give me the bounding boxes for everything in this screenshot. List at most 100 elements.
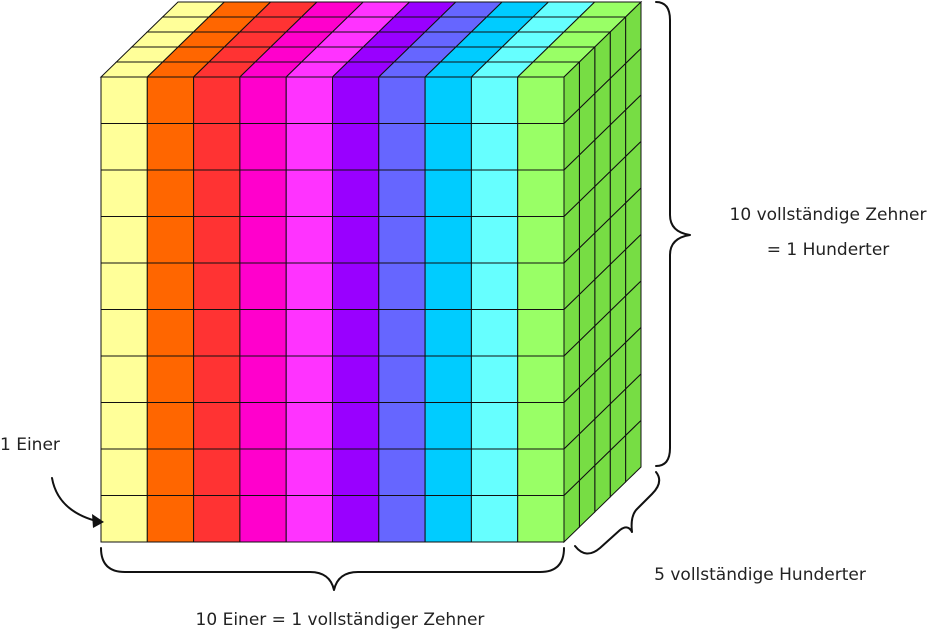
front-cell <box>146 355 195 403</box>
front-cell <box>517 76 565 124</box>
front-cell <box>517 309 565 357</box>
front-cell <box>332 355 380 403</box>
front-cell <box>517 123 565 171</box>
front-cell <box>332 76 380 124</box>
front-cell <box>332 216 380 264</box>
front-cell <box>424 448 472 496</box>
front-cell <box>100 123 148 171</box>
front-cell <box>470 355 519 403</box>
front-cell <box>378 448 426 496</box>
arrow-head <box>92 514 104 528</box>
cube <box>99 0 643 544</box>
front-cell <box>146 262 195 310</box>
front-cell <box>146 402 195 450</box>
front-cell <box>100 169 148 217</box>
front-cell <box>378 123 426 171</box>
front-cell <box>100 402 148 450</box>
front-cell <box>193 169 241 217</box>
front-cell <box>378 355 426 403</box>
front-cell <box>424 309 472 357</box>
front-cell <box>517 355 565 403</box>
front-cell <box>332 262 380 310</box>
front-cell <box>332 495 380 543</box>
front-cell <box>332 169 380 217</box>
unit-label: 1 Einer <box>0 435 60 455</box>
front-cell <box>239 169 287 217</box>
front-cell <box>285 216 333 264</box>
front-cell <box>285 262 333 310</box>
front-cell <box>239 123 287 171</box>
front-cell <box>470 216 519 264</box>
front-cell <box>100 448 148 496</box>
front-cell <box>378 262 426 310</box>
front-cell <box>239 309 287 357</box>
front-cell <box>517 448 565 496</box>
front-cell <box>285 402 333 450</box>
front-cell <box>378 76 426 124</box>
depth-label: 5 vollständige Hunderter <box>654 565 866 585</box>
front-cell <box>470 76 519 124</box>
front-cell <box>332 123 380 171</box>
front-cell <box>424 76 472 124</box>
front-cell <box>424 495 472 543</box>
front-cell <box>378 495 426 543</box>
front-cell <box>424 355 472 403</box>
front-cell <box>424 402 472 450</box>
front-cell <box>100 309 148 357</box>
front-cell <box>100 495 148 543</box>
front-cell <box>239 355 287 403</box>
front-cell <box>193 216 241 264</box>
front-cell <box>285 76 333 124</box>
front-cell <box>378 402 426 450</box>
front-cell <box>285 355 333 403</box>
front-cell <box>100 76 148 124</box>
front-cell <box>193 355 241 403</box>
front-cell <box>517 169 565 217</box>
front-cell <box>100 262 148 310</box>
front-cell <box>285 123 333 171</box>
front-cell <box>378 216 426 264</box>
front-cell <box>285 448 333 496</box>
front-cell <box>424 123 472 171</box>
front-cell <box>470 495 519 543</box>
front-cell <box>517 262 565 310</box>
bottom-label: 10 Einer = 1 vollständiger Zehner <box>196 610 485 630</box>
front-cell <box>193 76 241 124</box>
front-cell <box>193 402 241 450</box>
depth-brace <box>574 471 661 555</box>
bottom-brace <box>100 547 565 591</box>
front-cell <box>285 495 333 543</box>
front-cell <box>470 309 519 357</box>
front-cell <box>239 76 287 124</box>
front-cell <box>193 495 241 543</box>
front-cell <box>100 216 148 264</box>
front-cell <box>239 448 287 496</box>
front-cell <box>332 402 380 450</box>
front-cell <box>193 448 241 496</box>
front-cell <box>517 402 565 450</box>
front-cell <box>239 262 287 310</box>
front-cell <box>239 495 287 543</box>
front-cell <box>470 448 519 496</box>
front-cell <box>146 76 195 124</box>
front-cell <box>285 169 333 217</box>
front-cell <box>517 495 565 543</box>
front-cell <box>470 169 519 217</box>
front-cell <box>146 495 195 543</box>
front-cell <box>332 448 380 496</box>
front-cell <box>146 216 195 264</box>
front-cell <box>470 262 519 310</box>
front-cell <box>146 123 195 171</box>
right-label-1: 10 vollständige Zehner <box>730 205 927 225</box>
front-cell <box>100 355 148 403</box>
front-cell <box>193 309 241 357</box>
front-cell <box>517 216 565 264</box>
front-cell <box>332 309 380 357</box>
front-cell <box>424 262 472 310</box>
front-cell <box>146 169 195 217</box>
front-cell <box>424 216 472 264</box>
front-cell <box>378 169 426 217</box>
front-cell <box>378 309 426 357</box>
right-brace <box>655 1 691 467</box>
